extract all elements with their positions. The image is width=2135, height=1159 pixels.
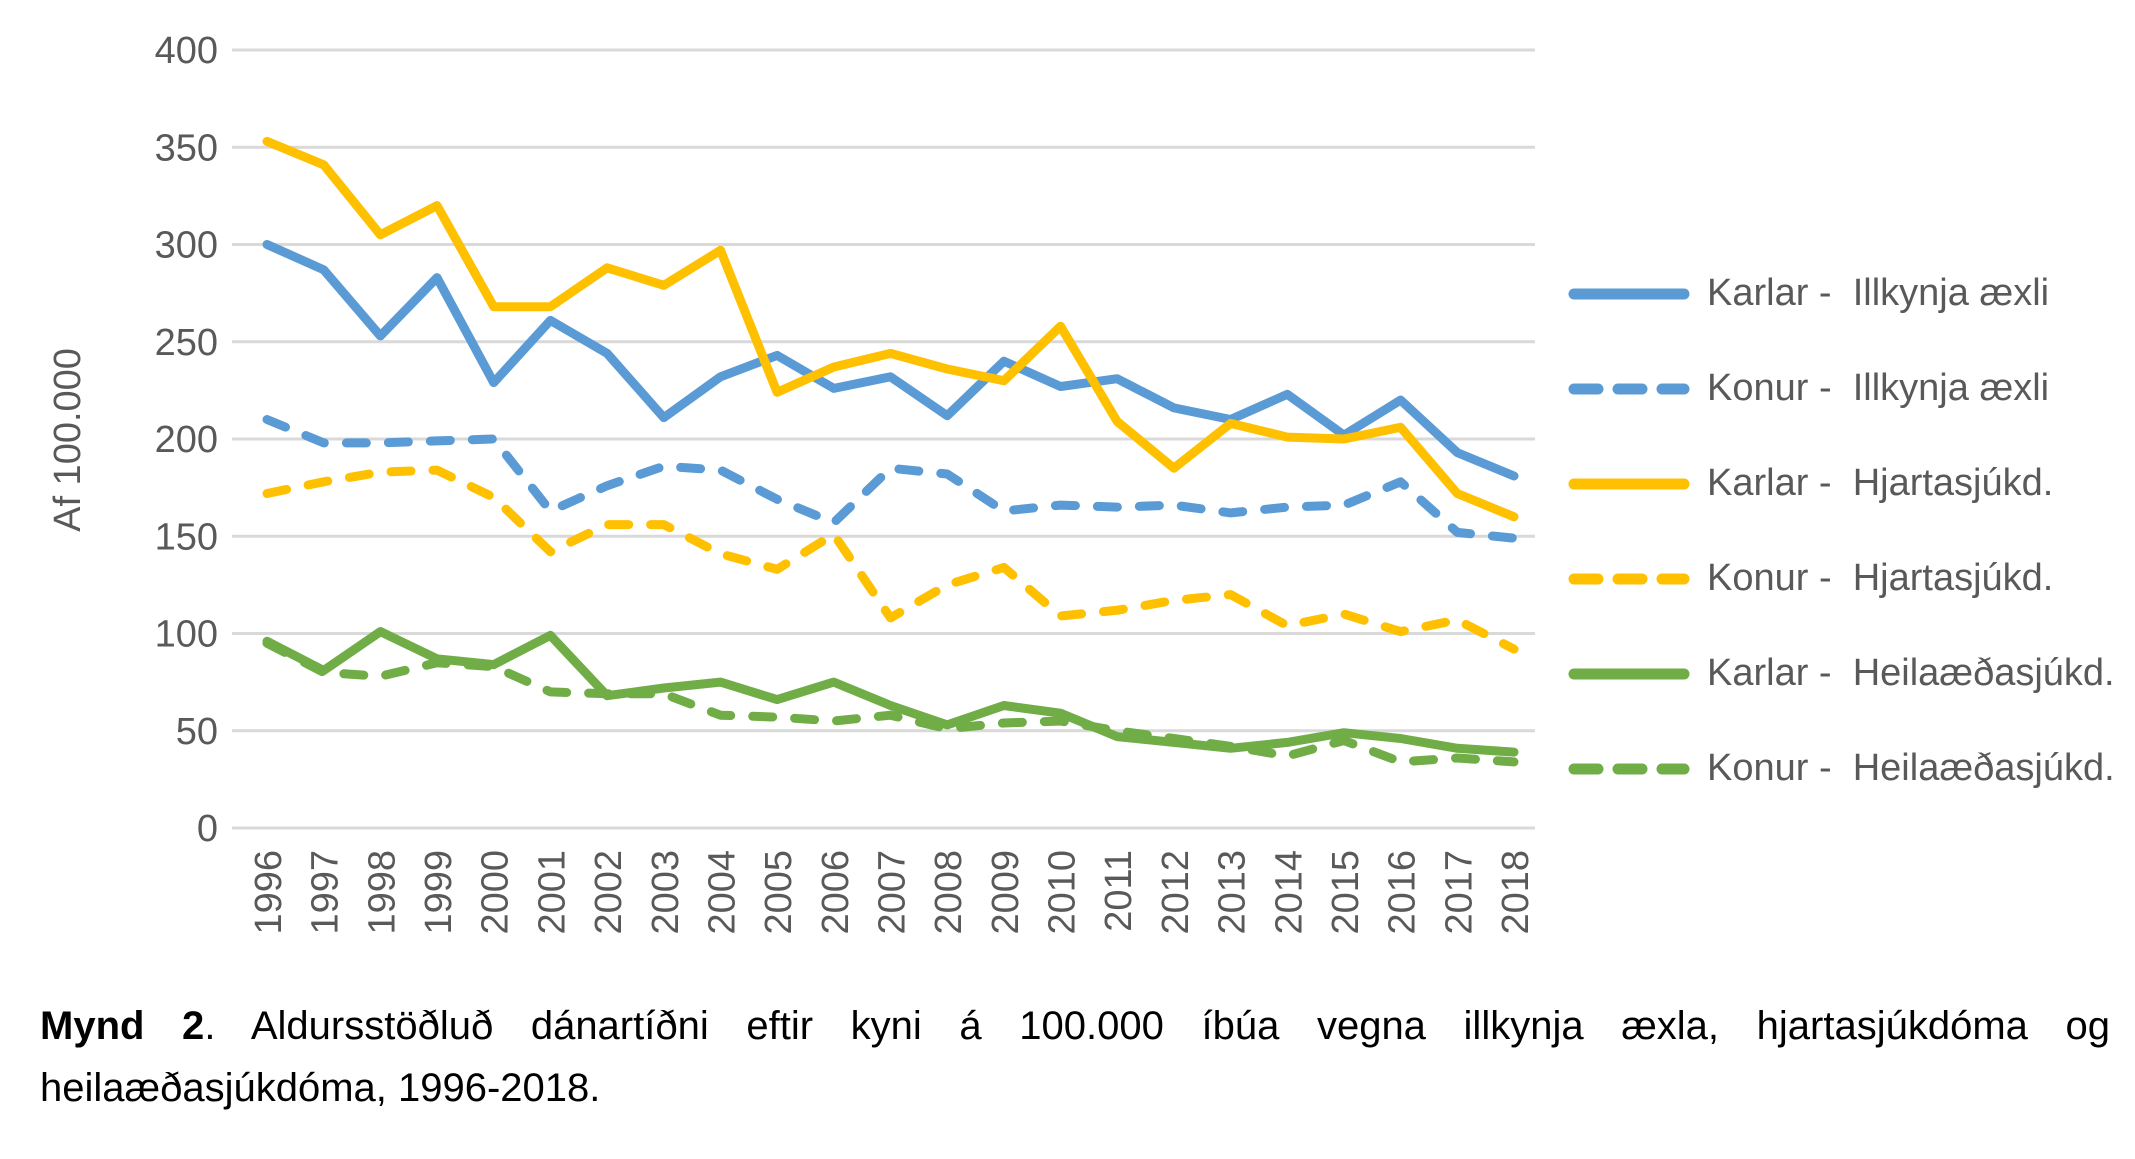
legend-label: Karlar - Heilaæðasjúkd. <box>1707 652 2115 694</box>
legend-label: Karlar - Illkynja æxli <box>1707 272 2050 314</box>
svg-text:2012: 2012 <box>1155 850 1197 935</box>
svg-text:2002: 2002 <box>588 850 630 935</box>
svg-text:2001: 2001 <box>531 850 573 935</box>
chart-plot-area: 400 350 300 250 200 150 100 50 0 1996 1997 1998 1999… <box>47 30 1537 935</box>
legend-item: Konur - Illkynja æxli <box>1567 341 2127 436</box>
svg-text:1996: 1996 <box>248 850 290 935</box>
legend-item: Karlar - Hjartasjúkd. <box>1567 436 2127 531</box>
svg-text:100: 100 <box>155 614 218 656</box>
legend-dashed-line-icon <box>1568 383 1690 394</box>
svg-text:2010: 2010 <box>1042 850 1084 935</box>
svg-text:2003: 2003 <box>645 850 687 935</box>
svg-text:1998: 1998 <box>361 850 403 935</box>
svg-text:200: 200 <box>155 419 218 461</box>
svg-text:350: 350 <box>155 127 218 169</box>
svg-text:2006: 2006 <box>815 850 857 935</box>
legend-item: Konur - Hjartasjúkd. <box>1567 531 2127 626</box>
svg-text:2015: 2015 <box>1325 850 1367 935</box>
svg-text:2007: 2007 <box>872 850 914 935</box>
svg-text:1997: 1997 <box>305 850 347 935</box>
legend-item: Karlar - Illkynja æxli <box>1567 246 2127 341</box>
legend-dashed-line-icon <box>1568 573 1690 584</box>
legend-solid-line-icon <box>1568 478 1690 489</box>
svg-text:400: 400 <box>155 30 218 72</box>
legend-item: Konur - Heilaæðasjúkd. <box>1567 721 2127 816</box>
svg-text:300: 300 <box>155 225 218 267</box>
svg-text:2018: 2018 <box>1495 850 1537 935</box>
legend-label: Karlar - Hjartasjúkd. <box>1707 462 2054 504</box>
legend-label: Konur - Hjartasjúkd. <box>1707 557 2054 599</box>
legend-dashed-line-icon <box>1568 763 1690 774</box>
svg-text:2004: 2004 <box>702 850 744 935</box>
caption-text: . Aldursstöðluð dánartíðni eftir kyni á … <box>40 1004 2111 1110</box>
svg-text:2011: 2011 <box>1098 850 1140 932</box>
mortality-line-chart: 400 350 300 250 200 150 100 50 0 1996 1997 1998 1999… <box>47 30 2127 935</box>
caption-figure-number: Mynd 2 <box>40 1004 205 1048</box>
svg-text:0: 0 <box>197 808 218 850</box>
svg-text:50: 50 <box>176 711 218 753</box>
svg-text:1999: 1999 <box>418 850 460 935</box>
svg-text:2008: 2008 <box>928 850 970 935</box>
svg-text:150: 150 <box>155 516 218 558</box>
svg-text:2009: 2009 <box>985 850 1027 935</box>
legend-item: Karlar - Heilaæðasjúkd. <box>1567 626 2127 721</box>
svg-text:2013: 2013 <box>1212 850 1254 935</box>
svg-text:2000: 2000 <box>475 850 517 935</box>
figure-caption: Mynd 2. Aldursstöðluð dánartíðni eftir k… <box>40 995 2110 1119</box>
chart-legend: Karlar - Illkynja æxli Konur - Illkynja … <box>1567 246 2127 816</box>
svg-text:2017: 2017 <box>1438 850 1480 935</box>
legend-label: Konur - Heilaæðasjúkd. <box>1707 747 2115 789</box>
svg-text:Af 100.000: Af 100.000 <box>47 348 89 532</box>
svg-text:2014: 2014 <box>1268 850 1310 935</box>
svg-text:2005: 2005 <box>758 850 800 935</box>
legend-solid-line-icon <box>1568 668 1690 679</box>
legend-solid-line-icon <box>1568 288 1690 299</box>
svg-text:2016: 2016 <box>1382 850 1424 935</box>
svg-text:250: 250 <box>155 322 218 364</box>
legend-label: Konur - Illkynja æxli <box>1707 367 2050 409</box>
